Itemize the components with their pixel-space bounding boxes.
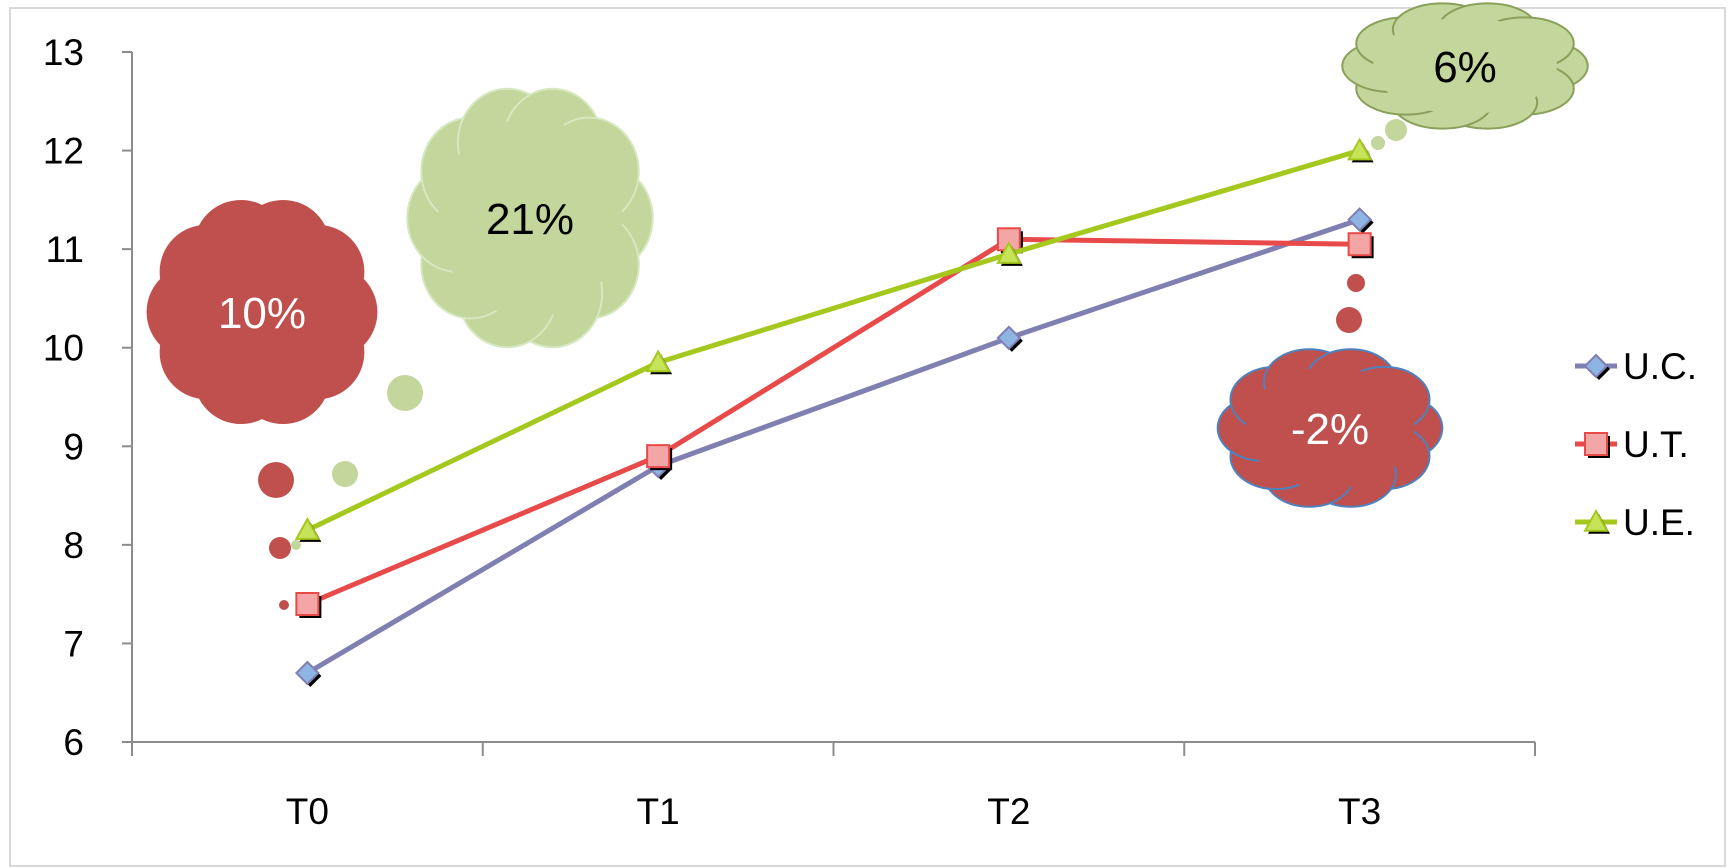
y-tick-label: 12 [43, 131, 84, 172]
legend-item: U.E. [1575, 502, 1695, 543]
data-point [1347, 232, 1372, 257]
legend-marker [1584, 432, 1608, 456]
annotation-bubbles: 10% 21% 6% -2% [146, 2, 1589, 610]
legend-item: U.C. [1575, 346, 1697, 387]
data-point [646, 444, 671, 469]
legend-label: U.T. [1623, 424, 1689, 465]
thought-dot [387, 375, 423, 411]
annotation-label: -2% [1291, 405, 1369, 454]
thought-dot [269, 537, 291, 559]
thought-dot [291, 540, 301, 550]
y-tick-label: 9 [63, 426, 84, 467]
y-tick-label: 6 [63, 722, 84, 763]
cloud-shape [1216, 348, 1444, 508]
thought-dot [1336, 307, 1362, 333]
series-layer [294, 137, 1374, 687]
legend-marker [1583, 353, 1609, 379]
cloud-shape [146, 199, 378, 425]
axes: 6 7 8 9 10 11 12 13 T0 T1 T2 T3 [43, 32, 1536, 832]
y-tick-label: 10 [43, 328, 84, 369]
x-tick-label: T3 [1338, 791, 1381, 832]
data-point [294, 517, 321, 540]
annotation-label: 10% [218, 289, 306, 338]
x-tick-label: T0 [286, 791, 329, 832]
annotation-bubble: -2% [1216, 248, 1444, 508]
thought-dot [1371, 136, 1385, 150]
data-point [1346, 137, 1373, 161]
legend-item: U.T. [1575, 424, 1689, 465]
chart-frame [9, 7, 1726, 867]
x-tick-label: T2 [987, 791, 1030, 832]
legend: U.C. U.T. U.E. [1575, 346, 1697, 543]
data-point [996, 325, 1022, 351]
cloud-shape [1341, 2, 1589, 130]
y-tick-label: 13 [43, 32, 84, 73]
data-point [645, 349, 671, 373]
annotation-bubble: 10% [146, 199, 378, 610]
annotation-label: 6% [1433, 43, 1497, 92]
series-line [306, 217, 1361, 676]
data-point [294, 660, 320, 686]
series-line [306, 148, 1361, 533]
thought-dot [258, 462, 294, 498]
legend-label: U.E. [1623, 502, 1695, 543]
y-tick-label: 7 [63, 623, 84, 664]
x-tick-label: T1 [637, 791, 680, 832]
thought-dot [279, 600, 289, 610]
thought-dot [1347, 274, 1365, 292]
thought-dot [1385, 119, 1407, 141]
series-U.E. [294, 137, 1374, 542]
y-tick-label: 11 [46, 229, 84, 270]
legend-label: U.C. [1623, 346, 1697, 387]
cloud-shape [406, 87, 654, 349]
data-point [996, 241, 1022, 264]
series-line [306, 236, 1360, 607]
annotation-label: 21% [486, 195, 574, 244]
data-point [295, 592, 320, 616]
annotation-bubble: 6% [1341, 2, 1589, 159]
thought-dot [332, 461, 358, 487]
data-point [1347, 207, 1373, 232]
annotation-bubble: 21% [291, 87, 654, 550]
y-tick-label: 8 [63, 525, 84, 566]
legend-marker [1583, 508, 1609, 532]
